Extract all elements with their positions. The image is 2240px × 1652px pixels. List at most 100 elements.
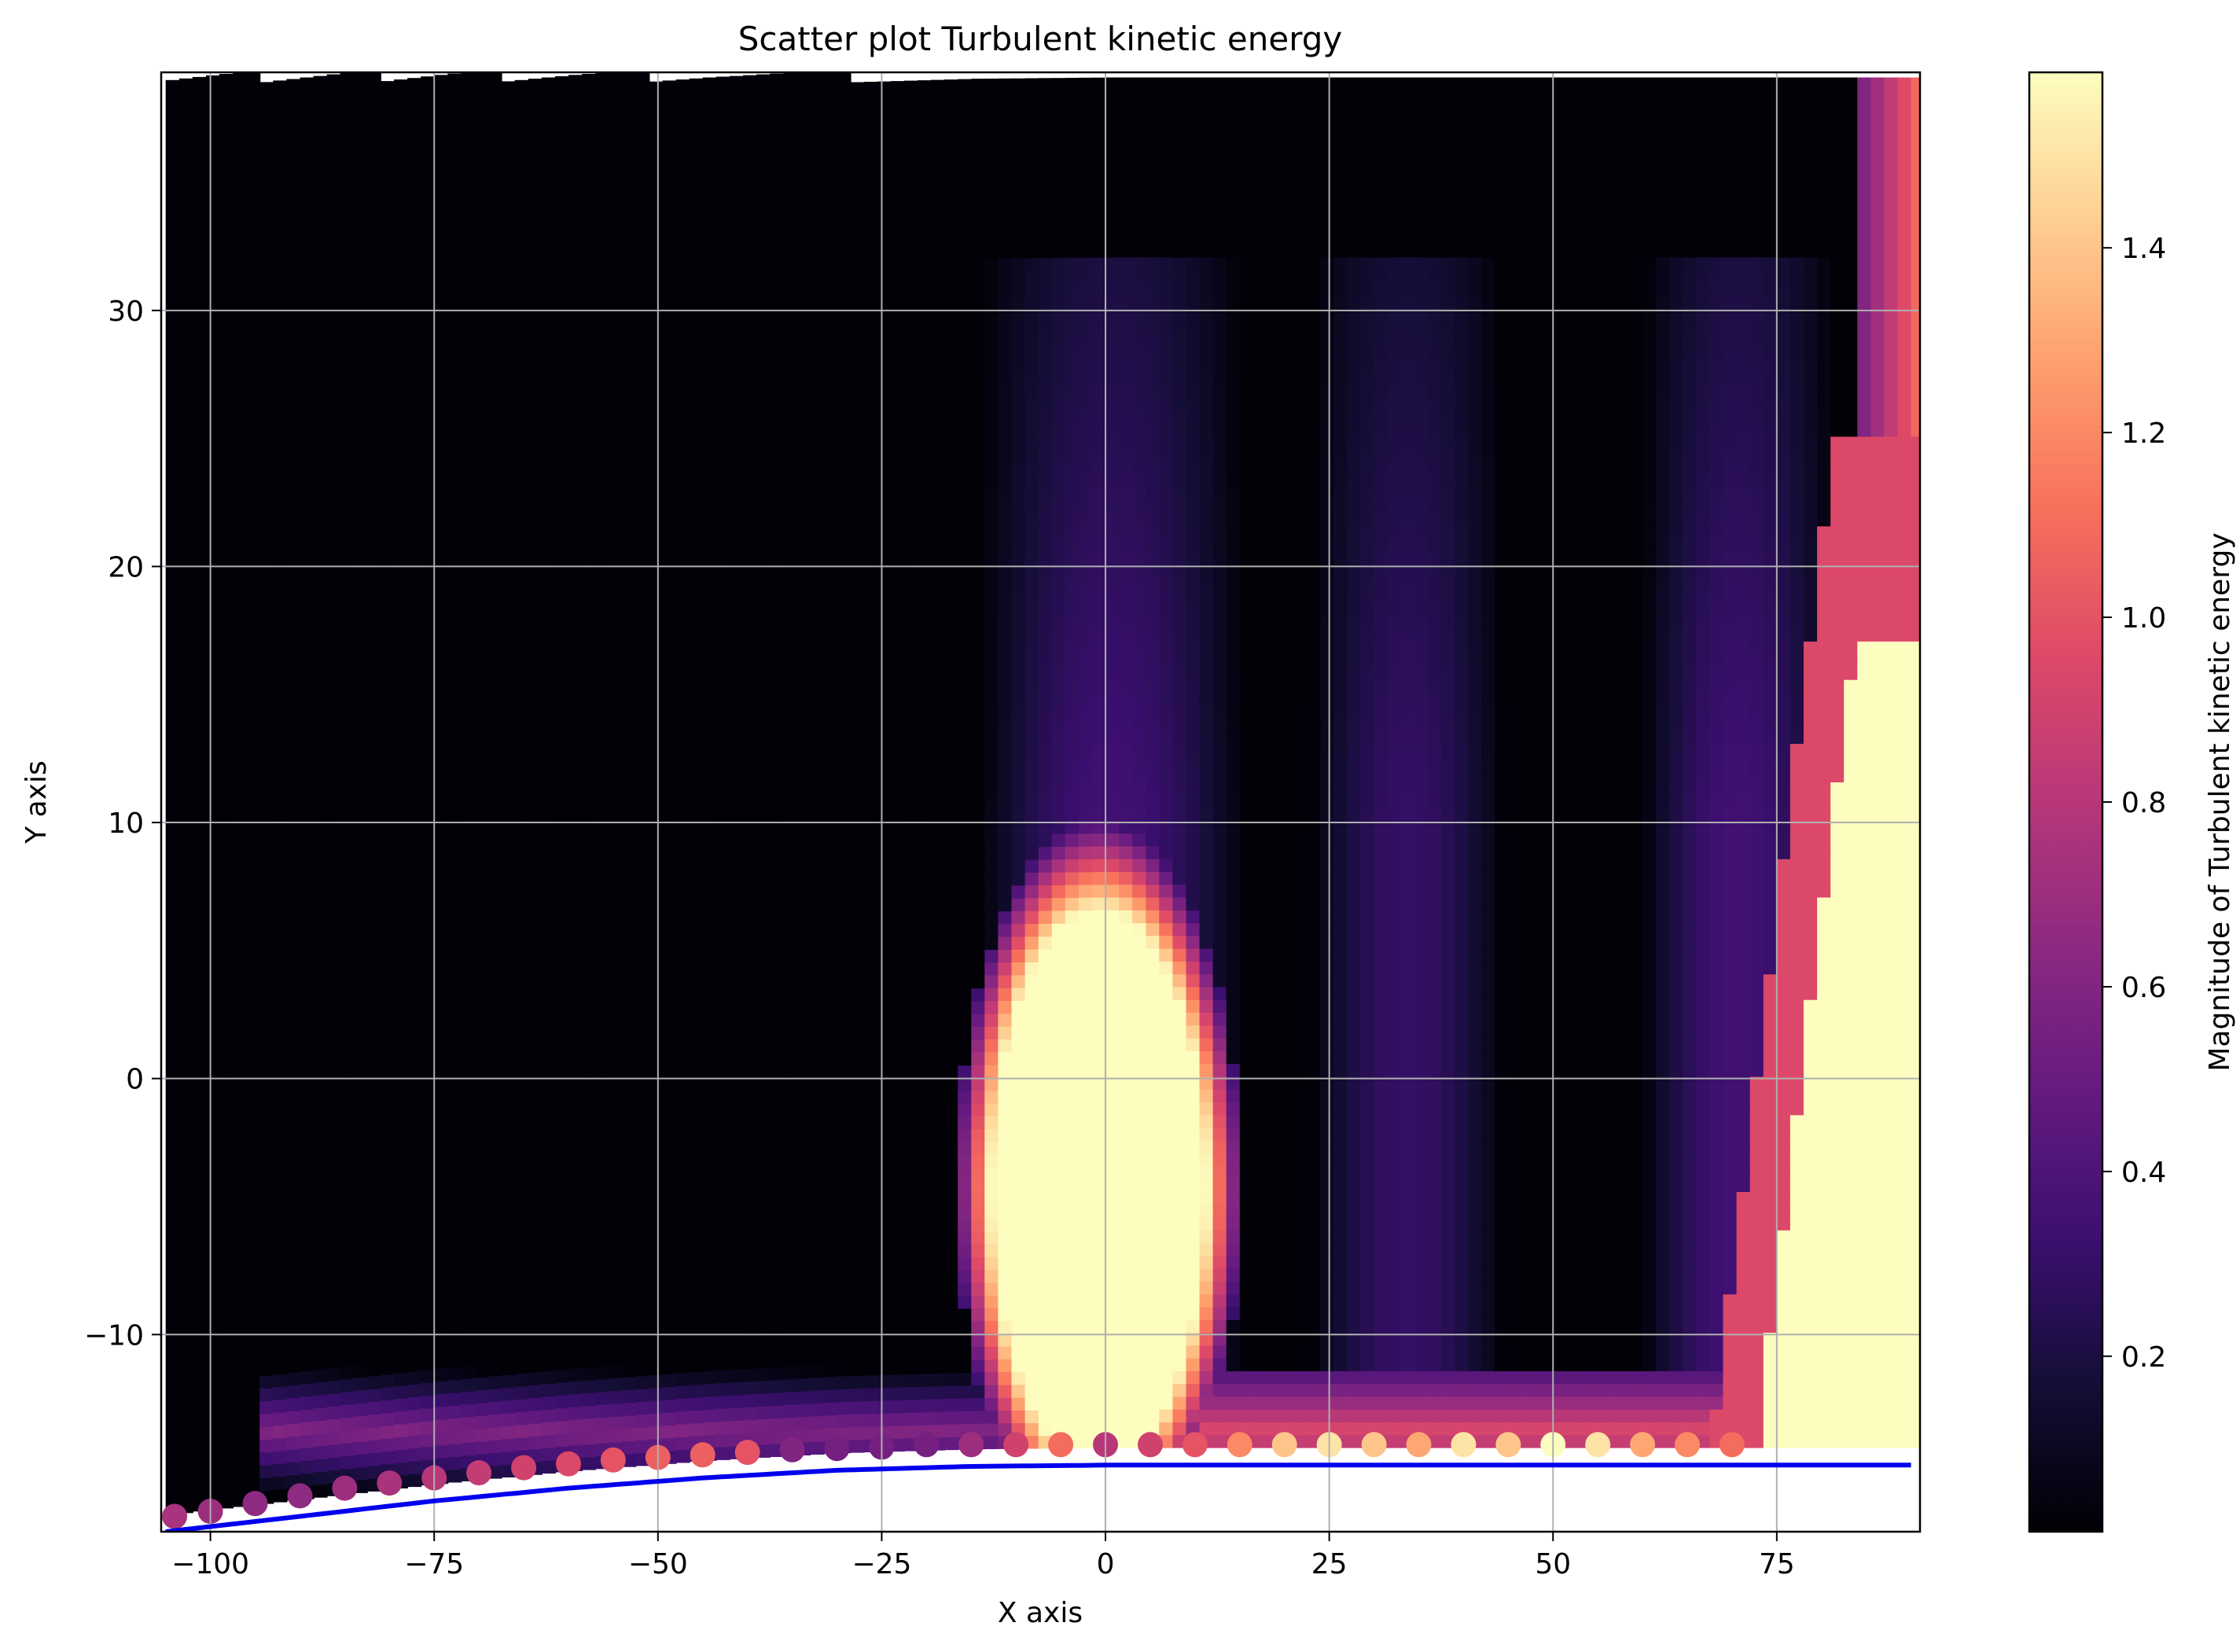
scatter-point xyxy=(380,721,395,735)
scatter-point xyxy=(474,83,489,98)
scatter-point xyxy=(461,878,476,892)
scatter-point xyxy=(165,208,180,222)
scatter-point xyxy=(326,881,341,895)
scatter-point xyxy=(743,651,758,665)
scatter-point xyxy=(649,1131,664,1145)
scatter-point xyxy=(461,712,476,727)
scatter-point xyxy=(582,1430,597,1444)
scatter-point xyxy=(421,396,436,410)
scatter-point xyxy=(461,379,476,393)
scatter-point xyxy=(313,716,328,730)
scatter-point xyxy=(447,1047,462,1061)
scatter-point xyxy=(407,641,422,655)
scatter-point xyxy=(770,1418,785,1432)
scatter-point xyxy=(595,367,610,381)
scatter-point xyxy=(662,951,677,965)
scatter-point xyxy=(461,597,476,611)
scatter-point xyxy=(622,288,637,303)
scatter-point xyxy=(326,74,341,88)
scatter-point xyxy=(165,1257,180,1271)
scatter-point xyxy=(421,217,436,231)
scatter-point xyxy=(178,1256,193,1270)
scatter-point xyxy=(582,1264,597,1279)
scatter-point xyxy=(353,1300,368,1314)
scatter-point xyxy=(595,853,610,868)
scatter-point xyxy=(662,771,677,786)
scatter-point xyxy=(743,113,758,127)
scatter-point xyxy=(326,1315,341,1330)
scatter-point xyxy=(715,1036,730,1050)
scatter-point xyxy=(595,1148,610,1162)
scatter-point xyxy=(447,829,462,843)
scatter-point xyxy=(582,1302,597,1317)
scatter-point xyxy=(380,350,395,364)
scatter-point xyxy=(756,1239,771,1253)
scatter-point xyxy=(340,405,355,420)
scatter-point xyxy=(461,1122,476,1136)
scatter-point xyxy=(192,473,207,488)
scatter-point xyxy=(421,1164,436,1179)
scatter-point xyxy=(421,716,436,730)
scatter-point xyxy=(233,968,248,982)
scatter-point xyxy=(259,414,274,429)
scatter-point xyxy=(474,762,489,776)
scatter-point xyxy=(205,1470,220,1485)
scatter-point xyxy=(501,234,516,249)
scatter-point xyxy=(662,157,677,171)
scatter-point xyxy=(554,562,569,576)
scatter-point xyxy=(219,1047,234,1061)
scatter-point xyxy=(273,963,288,978)
scatter-point xyxy=(501,516,516,531)
scatter-point xyxy=(407,167,422,182)
scatter-point xyxy=(675,553,690,567)
scatter-point xyxy=(528,988,543,1002)
scatter-point xyxy=(609,1211,623,1225)
scatter-point xyxy=(380,222,395,236)
scatter-point xyxy=(715,1407,730,1422)
scatter-point xyxy=(434,984,449,998)
scatter-point xyxy=(300,1190,314,1205)
scatter-point xyxy=(353,1210,368,1224)
scatter-point xyxy=(568,1060,583,1075)
scatter-point xyxy=(715,358,730,372)
scatter-point xyxy=(675,1295,690,1310)
scatter-point xyxy=(487,223,502,237)
scatter-point xyxy=(286,1448,301,1463)
scatter-point xyxy=(541,627,556,642)
scatter-point xyxy=(178,1435,193,1449)
scatter-point xyxy=(729,1087,744,1101)
scatter-point xyxy=(568,727,583,741)
scatter-point xyxy=(461,1058,476,1072)
scatter-point xyxy=(421,89,436,103)
scatter-point xyxy=(286,1346,301,1360)
scatter-point xyxy=(273,1079,288,1093)
scatter-point xyxy=(756,304,771,318)
scatter-point xyxy=(649,1361,664,1376)
scatter-point xyxy=(554,831,569,845)
scatter-point xyxy=(233,955,248,969)
scatter-point xyxy=(461,725,476,739)
scatter-point xyxy=(514,220,529,235)
scatter-point xyxy=(609,712,623,726)
scatter-point xyxy=(715,627,730,641)
scatter-point xyxy=(366,1363,381,1377)
scatter-point xyxy=(219,112,234,127)
scatter-point xyxy=(353,1466,368,1481)
scatter-point xyxy=(233,98,248,112)
scatter-point xyxy=(702,858,717,872)
scatter-point xyxy=(273,285,288,300)
scatter-point xyxy=(554,984,569,999)
scatter-point xyxy=(541,1050,556,1065)
scatter-point xyxy=(273,477,288,491)
scatter-point xyxy=(501,951,516,966)
scatter-point xyxy=(568,702,583,716)
scatter-point xyxy=(313,1138,328,1153)
scatter-point xyxy=(407,1166,422,1180)
scatter-point xyxy=(675,451,690,465)
scatter-point xyxy=(300,576,314,591)
scatter-point xyxy=(394,463,409,477)
scatter-point xyxy=(219,163,234,178)
scatter-point xyxy=(743,1035,758,1049)
scatter-point xyxy=(715,691,730,705)
scatter-point xyxy=(702,1408,717,1422)
